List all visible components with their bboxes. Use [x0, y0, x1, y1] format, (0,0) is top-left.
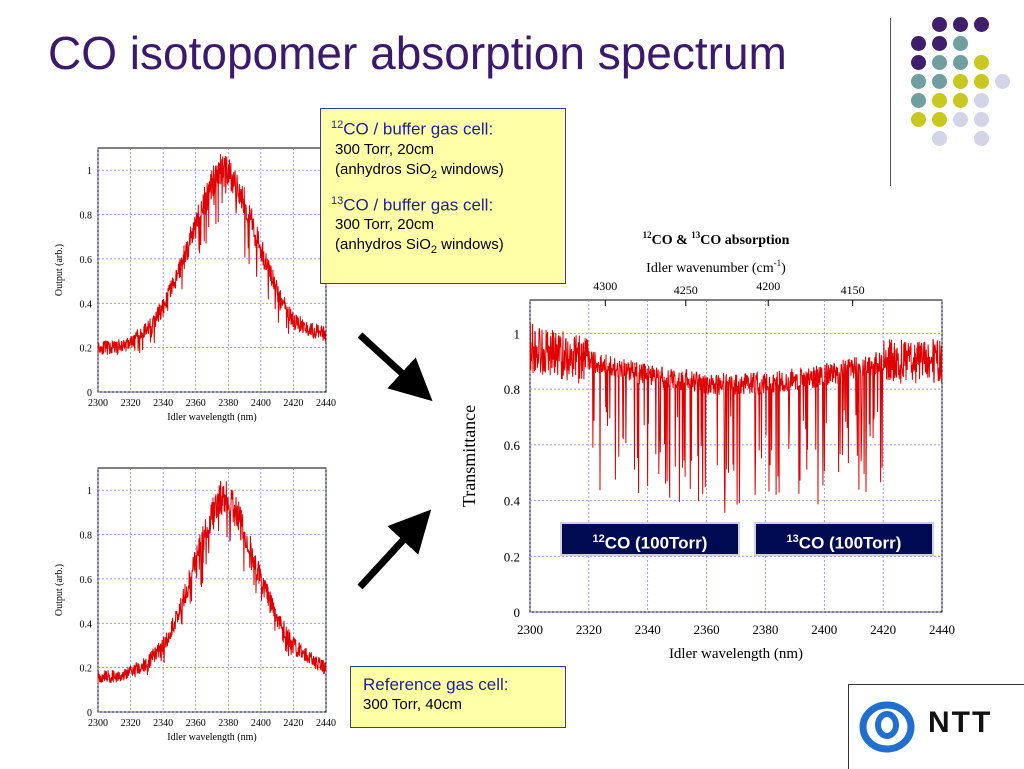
decorative-dot — [932, 93, 947, 108]
x-tick-label: 2360 — [186, 718, 206, 729]
x-tick-label: 2300 — [88, 718, 108, 729]
decorative-dot — [932, 74, 947, 89]
decorative-dot — [953, 112, 968, 127]
decorative-dot — [911, 112, 926, 127]
x-tick-label: 2360 — [186, 398, 206, 409]
top-axis-label: Idler wavenumber (cm-1) — [646, 258, 786, 276]
x-tick-label: 2360 — [694, 622, 720, 637]
badge-13co: 13CO (100Torr) — [754, 522, 934, 556]
y-tick-label: 0 — [514, 605, 521, 620]
arrow-graphics — [357, 332, 433, 590]
x-axis-label: Idler wavelength (nm) — [669, 646, 803, 662]
decorative-dot — [911, 55, 926, 70]
x-tick-label: 2340 — [153, 398, 173, 409]
x-tick-label: 2380 — [752, 622, 778, 637]
x-tick-label: 2300 — [517, 622, 543, 637]
x-axis-label: Idler wavelength (nm) — [167, 412, 256, 423]
y-axis-label: Output (arb.) — [54, 564, 65, 616]
decorative-dot — [953, 74, 968, 89]
top-tick-label: 4200 — [756, 279, 780, 293]
y-tick-label: 0 — [87, 708, 92, 719]
y-tick-label: 0.8 — [504, 382, 520, 397]
x-tick-label: 2440 — [929, 622, 955, 637]
x-tick-label: 2340 — [153, 718, 173, 729]
decorative-dot — [932, 131, 947, 146]
y-tick-label: 0.4 — [80, 619, 93, 630]
decorative-dot — [953, 93, 968, 108]
decorative-dot — [974, 112, 989, 127]
x-tick-label: 2380 — [218, 398, 238, 409]
x-tick-label: 2380 — [218, 718, 238, 729]
x-tick-label: 2340 — [635, 622, 661, 637]
ntt-logo-text: NTT — [928, 706, 993, 739]
decorative-dot — [911, 93, 926, 108]
x-tick-label: 2320 — [121, 398, 141, 409]
badge-12co: 12CO (100Torr) — [560, 522, 740, 556]
ntt-swirl-logo-icon — [859, 701, 915, 753]
y-tick-label: 0.6 — [504, 438, 521, 453]
top-tick-label: 4150 — [841, 283, 865, 297]
callout-reference-gas-cell: Reference gas cell: 300 Torr, 40cm — [350, 666, 566, 728]
arrow-up-right-icon — [357, 509, 432, 590]
plot-area — [529, 299, 943, 613]
decorative-dot — [974, 55, 989, 70]
y-tick-label: 0.4 — [504, 494, 521, 509]
decorative-dot — [974, 17, 989, 32]
decorative-dot — [953, 17, 968, 32]
ntt-logo-box — [848, 684, 1024, 769]
y-tick-label: 0.8 — [80, 211, 93, 222]
x-tick-label: 2420 — [870, 622, 896, 637]
chart-top-left: 2300 2320 2340 2360 2380 2400 2420 2440 0 0.2 0.4 0… — [54, 147, 336, 423]
y-tick-label: 0.2 — [80, 344, 93, 355]
callout-buffer-gas-cells: 12CO / buffer gas cell: 300 Torr, 20cm (… — [320, 108, 566, 284]
y-tick-label: 0.6 — [80, 575, 93, 586]
y-tick-label: 0 — [87, 388, 92, 399]
x-tick-label: 2300 — [88, 398, 108, 409]
y-axis-label: Transmittance — [459, 405, 479, 507]
y-tick-label: 0.4 — [80, 299, 93, 310]
y-tick-label: 1 — [87, 166, 92, 177]
decorative-dot — [932, 55, 947, 70]
x-tick-label: 2420 — [283, 398, 303, 409]
decorative-dot — [974, 93, 989, 108]
transmittance-series-line — [529, 323, 943, 513]
slide-title: CO isotopomer absorption spectrum — [48, 27, 787, 79]
chart-bottom-left: 2300 2320 2340 2360 2380 2400 2420 2440 0 0.2 0.4 0… — [54, 467, 336, 743]
x-tick-label: 2400 — [251, 718, 271, 729]
y-tick-label: 1 — [87, 486, 92, 497]
y-tick-label: 1 — [514, 326, 521, 341]
x-tick-label: 2320 — [576, 622, 602, 637]
decorative-dot — [911, 74, 926, 89]
decorative-dot — [974, 74, 989, 89]
chart-title: 12CO & 13CO absorption — [643, 230, 790, 248]
title-divider — [890, 18, 891, 186]
spectrum-series-line — [97, 154, 327, 356]
arrow-down-right-icon — [357, 332, 433, 402]
top-tick-label: 4250 — [674, 283, 698, 297]
y-tick-label: 0.2 — [80, 664, 93, 675]
spectrum-series-line — [97, 481, 327, 684]
decorative-dot — [911, 36, 926, 51]
x-tick-label: 2440 — [316, 398, 336, 409]
top-tick-label: 4300 — [593, 279, 617, 293]
y-tick-label: 0.6 — [80, 255, 93, 266]
x-tick-label: 2320 — [121, 718, 141, 729]
decorative-dot — [932, 112, 947, 127]
chart-main: 2300 2320 2340 2360 2380 2400 2420 2440 0 0.2 0.4 0… — [459, 230, 955, 662]
decorative-dot — [932, 36, 947, 51]
y-tick-label: 0.2 — [504, 549, 520, 564]
decorative-dot — [995, 74, 1010, 89]
decorative-dot — [953, 36, 968, 51]
y-axis-label: Output (arb.) — [54, 244, 65, 296]
decorative-dot — [974, 131, 989, 146]
y-tick-label: 0.8 — [80, 531, 93, 542]
x-tick-label: 2420 — [283, 718, 303, 729]
decorative-dot — [953, 55, 968, 70]
decorative-dot — [932, 17, 947, 32]
x-axis-label: Idler wavelength (nm) — [167, 732, 256, 743]
x-tick-label: 2400 — [811, 622, 837, 637]
x-tick-label: 2440 — [316, 718, 336, 729]
x-tick-label: 2400 — [251, 398, 271, 409]
